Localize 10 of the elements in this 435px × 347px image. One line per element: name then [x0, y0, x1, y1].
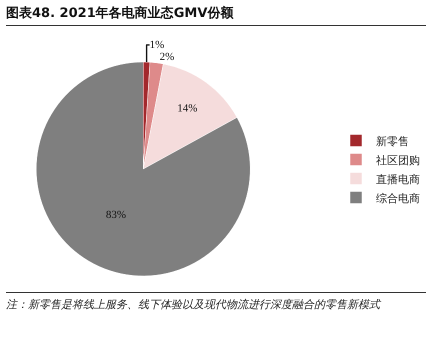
chart-title: 图表48. 2021年各电商业态GMV份额 — [6, 4, 426, 26]
data-label: 1% — [150, 38, 164, 51]
data-label: 2% — [160, 50, 174, 63]
legend-label: 综合电商 — [376, 192, 420, 205]
legend-label: 新零售 — [376, 134, 409, 148]
legend-label: 社区团购 — [376, 154, 420, 167]
data-label: 14% — [177, 102, 198, 114]
data-label: 83% — [106, 209, 126, 222]
text: 注：新零售是将线上服务、线下体验以及现代物流进行深度融合的零售新模式 — [6, 292, 426, 312]
legend-label: 直播电商 — [376, 172, 420, 186]
